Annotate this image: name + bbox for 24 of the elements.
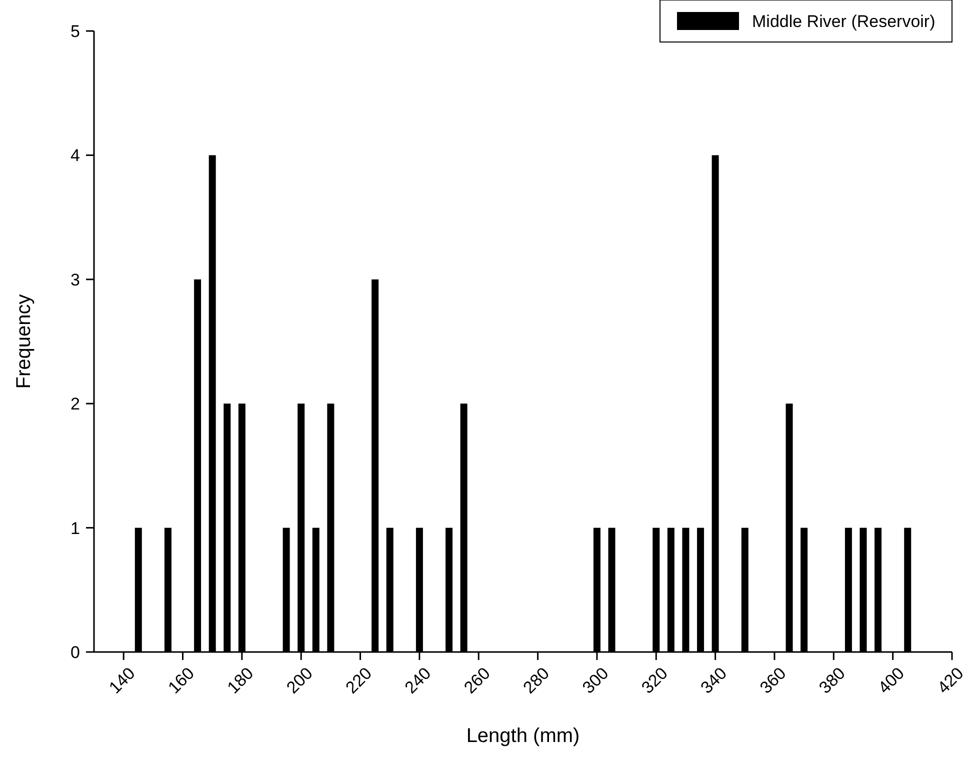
x-tick-label: 380 [815, 664, 849, 698]
y-axis-title: Frequency [13, 294, 35, 389]
x-tick-label: 260 [460, 664, 494, 698]
x-tick-label: 200 [282, 664, 316, 698]
x-axis-title: Length (mm) [466, 725, 580, 747]
x-tick-label: 400 [874, 664, 908, 698]
x-tick-label: 220 [342, 664, 376, 698]
y-tick-label: 2 [70, 394, 80, 414]
x-tick-label: 320 [638, 664, 672, 698]
x-tick-label: 360 [756, 664, 790, 698]
y-tick-label: 4 [70, 146, 80, 166]
x-tick-label: 340 [697, 664, 731, 698]
x-tick-label: 180 [224, 664, 258, 698]
x-tick-label: 300 [578, 664, 612, 698]
x-tick-label: 160 [164, 664, 198, 698]
x-tick-label: 280 [520, 664, 554, 698]
y-tick-label: 5 [70, 22, 80, 41]
y-tick-label: 0 [70, 642, 80, 662]
x-tick-label: 420 [934, 664, 968, 698]
legend-label: Middle River (Reservoir) [752, 12, 936, 31]
y-tick-label: 3 [70, 270, 80, 290]
y-tick-label: 1 [70, 518, 80, 538]
x-tick-label: 140 [105, 664, 139, 698]
x-tick-label: 240 [401, 664, 435, 698]
